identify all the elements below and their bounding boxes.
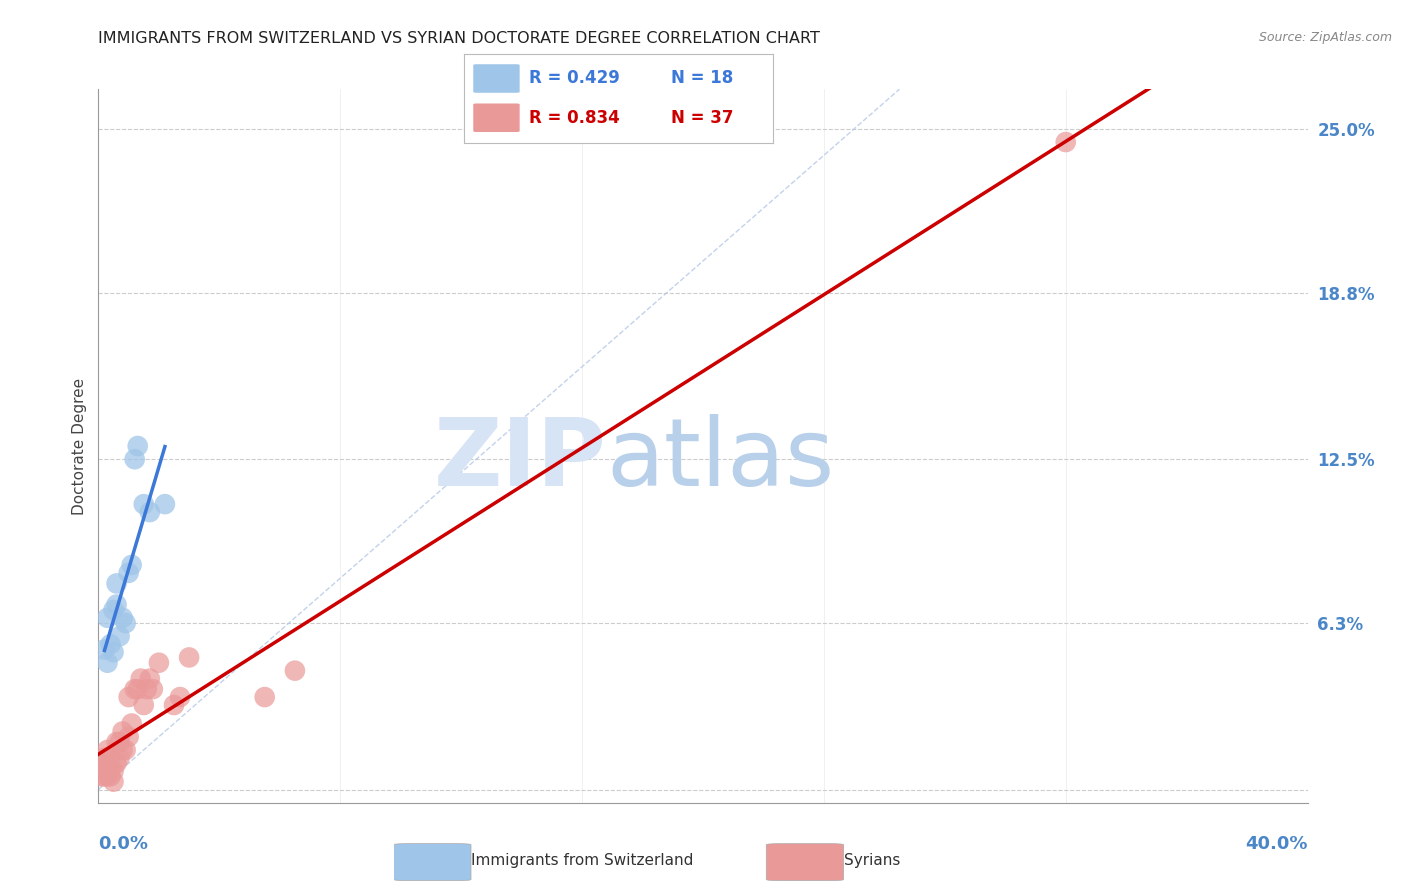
Point — [100, 751, 122, 765]
Point — [121, 558, 143, 572]
Point — [1054, 135, 1077, 149]
Point — [103, 774, 125, 789]
Point — [124, 682, 146, 697]
Point — [179, 650, 201, 665]
Text: Immigrants from Switzerland: Immigrants from Switzerland — [471, 854, 693, 868]
Point — [118, 690, 141, 704]
Point — [100, 637, 122, 651]
Point — [111, 743, 134, 757]
Point — [100, 761, 122, 775]
Point — [169, 690, 191, 704]
Point — [163, 698, 186, 712]
Point — [96, 656, 118, 670]
Text: N = 18: N = 18 — [671, 70, 734, 87]
Point — [93, 642, 115, 657]
Point — [90, 769, 112, 783]
Point — [111, 724, 134, 739]
Point — [118, 730, 141, 744]
Point — [139, 672, 162, 686]
Point — [105, 756, 128, 771]
Point — [93, 769, 115, 783]
Point — [253, 690, 276, 704]
Point — [90, 756, 112, 771]
Point — [105, 735, 128, 749]
Point — [100, 769, 122, 783]
Text: IMMIGRANTS FROM SWITZERLAND VS SYRIAN DOCTORATE DEGREE CORRELATION CHART: IMMIGRANTS FROM SWITZERLAND VS SYRIAN DO… — [98, 31, 820, 46]
FancyBboxPatch shape — [766, 844, 844, 880]
Point — [114, 616, 136, 631]
Point — [108, 629, 131, 643]
Point — [127, 682, 149, 697]
Point — [103, 603, 125, 617]
Point — [148, 656, 170, 670]
Point — [139, 505, 162, 519]
Text: 0.0%: 0.0% — [98, 835, 149, 853]
Point — [121, 716, 143, 731]
Text: N = 37: N = 37 — [671, 109, 734, 127]
Text: Source: ZipAtlas.com: Source: ZipAtlas.com — [1258, 31, 1392, 45]
Point — [96, 769, 118, 783]
Text: ZIP: ZIP — [433, 414, 606, 507]
Point — [108, 735, 131, 749]
Point — [284, 664, 307, 678]
Point — [135, 682, 157, 697]
FancyBboxPatch shape — [394, 844, 471, 880]
Point — [111, 611, 134, 625]
Point — [93, 751, 115, 765]
Point — [96, 611, 118, 625]
Text: 40.0%: 40.0% — [1246, 835, 1308, 853]
Point — [127, 439, 149, 453]
Point — [105, 576, 128, 591]
Point — [124, 452, 146, 467]
Point — [108, 751, 131, 765]
Point — [96, 761, 118, 775]
Text: atlas: atlas — [606, 414, 835, 507]
Text: R = 0.429: R = 0.429 — [529, 70, 620, 87]
Point — [129, 672, 152, 686]
Text: R = 0.834: R = 0.834 — [529, 109, 620, 127]
Point — [93, 761, 115, 775]
Point — [103, 764, 125, 778]
Point — [142, 682, 165, 697]
Point — [132, 497, 155, 511]
Point — [103, 645, 125, 659]
Point — [132, 698, 155, 712]
Y-axis label: Doctorate Degree: Doctorate Degree — [72, 377, 87, 515]
FancyBboxPatch shape — [474, 103, 520, 132]
Point — [153, 497, 176, 511]
Point — [114, 743, 136, 757]
FancyBboxPatch shape — [474, 64, 520, 93]
Point — [118, 566, 141, 580]
Point — [105, 598, 128, 612]
Text: Syrians: Syrians — [844, 854, 900, 868]
Point — [96, 743, 118, 757]
